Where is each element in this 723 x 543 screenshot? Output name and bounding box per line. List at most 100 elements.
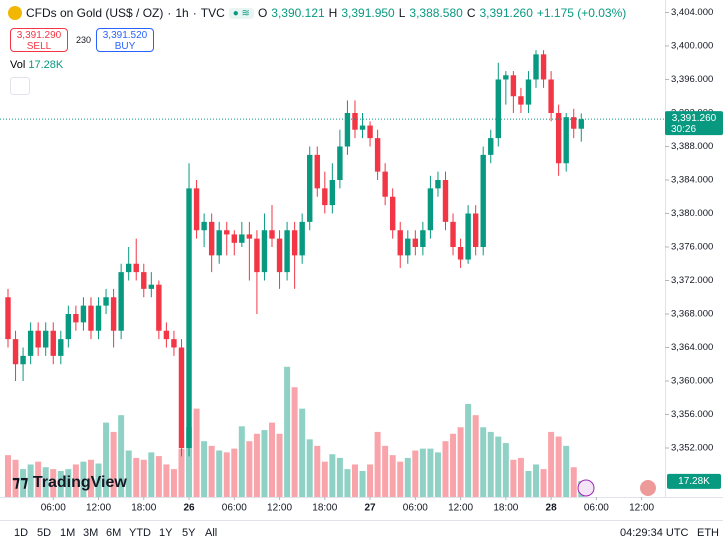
volume-bar <box>563 445 570 497</box>
x-tick-label: 26 <box>183 503 195 514</box>
c-label: C <box>466 6 476 20</box>
range-button[interactable]: 3M <box>83 527 99 539</box>
h-label: H <box>328 6 338 20</box>
candle-body <box>148 284 155 289</box>
collapse-button[interactable] <box>10 77 30 95</box>
y-tick-label: 3,368.000 <box>671 309 713 320</box>
range-button[interactable]: 5Y <box>182 527 196 539</box>
x-tick-label: 06:00 <box>403 503 428 514</box>
lightning-icon <box>577 479 595 497</box>
volume-bar <box>140 459 147 497</box>
volume-bar <box>427 448 434 497</box>
range-button[interactable]: 1D <box>14 527 29 539</box>
candle-body <box>457 246 464 260</box>
range-button[interactable]: 1Y <box>159 527 173 539</box>
clock: 04:29:34 UTC <box>620 527 689 539</box>
y-tick-label: 3,372.000 <box>671 275 713 286</box>
candle-body <box>125 263 132 273</box>
candle-body <box>442 179 449 222</box>
volume-bar <box>269 422 276 497</box>
candle-body <box>291 230 298 256</box>
volume-bar <box>480 427 487 497</box>
l-label: L <box>398 6 406 20</box>
interval: 1h <box>175 6 189 20</box>
vol-value: 17.28K <box>28 59 64 71</box>
volume-bar <box>20 469 27 497</box>
volume-bar <box>261 430 268 497</box>
volume-bar <box>284 366 291 497</box>
candle-body <box>322 188 328 206</box>
session[interactable]: ETH <box>697 527 719 539</box>
buy-price: 3,391.520 <box>102 30 148 41</box>
candle-body <box>163 330 170 340</box>
volume-bar <box>457 427 464 497</box>
candle-body <box>73 313 79 323</box>
volume-bar <box>208 445 215 497</box>
range-button[interactable]: 5D <box>37 527 52 539</box>
y-tick-label: 3,380.000 <box>671 208 713 219</box>
volume-bar <box>238 426 245 497</box>
volume-bar <box>42 467 49 497</box>
buy-button[interactable]: 3,391.520 BUY <box>96 28 154 52</box>
candle-body <box>261 230 268 273</box>
o-label: O <box>257 6 268 20</box>
x-tick-label: 27 <box>365 503 377 514</box>
x-tick-label: 12:00 <box>267 503 292 514</box>
range-button[interactable]: YTD <box>129 527 151 539</box>
candle-body <box>337 146 343 180</box>
volume-bar <box>155 456 162 497</box>
y-tick-label: 3,384.000 <box>671 175 713 186</box>
c-value: 3,391.260 <box>479 6 533 20</box>
volume-bar <box>450 433 457 497</box>
range-button[interactable]: 6M <box>106 527 122 539</box>
volume-bar <box>382 445 389 497</box>
volume-bar <box>118 415 125 497</box>
candle-body <box>216 230 222 256</box>
volume-bar <box>110 431 117 497</box>
candle-body <box>450 221 456 247</box>
candle-body <box>495 79 501 139</box>
range-button[interactable]: 1M <box>60 527 76 539</box>
volume-bar <box>502 443 509 497</box>
y-tick-label: 3,388.000 <box>671 141 713 152</box>
candle-body <box>80 305 87 323</box>
volume-bar <box>201 441 208 497</box>
volume-bar <box>50 469 57 497</box>
x-tick-label: 18:00 <box>312 503 337 514</box>
volume-bar <box>367 464 374 497</box>
vol-label: Vol <box>10 59 26 71</box>
candle-body <box>208 221 215 256</box>
volume-bar <box>35 461 42 497</box>
volume-bar <box>253 433 260 497</box>
sell-button[interactable]: 3,391.290 SELL <box>10 28 68 52</box>
candle-body <box>518 96 524 105</box>
y-tick-label: 3,356.000 <box>671 409 713 420</box>
x-tick-label: 06:00 <box>584 503 609 514</box>
candle-body <box>563 117 569 164</box>
volume-bar <box>397 461 404 497</box>
volume-last-box <box>667 473 721 489</box>
countdown: 30:26 <box>671 124 696 135</box>
source: TVC <box>200 6 225 20</box>
candle-body <box>246 234 253 239</box>
x-tick-label: 06:00 <box>222 503 247 514</box>
candle-body <box>397 230 403 256</box>
volume-bar <box>389 455 396 497</box>
candle-body <box>352 112 358 130</box>
volume-bar <box>80 461 87 497</box>
volume-bar <box>419 448 426 497</box>
volume-bar <box>291 387 298 497</box>
candle-body <box>314 154 320 189</box>
legend-header: CFDs on Gold (US$ / OZ) · 1h · TVC ● ≋ O 3,… <box>8 6 626 20</box>
candle-body <box>269 230 275 239</box>
candle-body <box>141 272 147 289</box>
chart: 3,352.000 3,356.000 3,360.000 3,364.000 3,36… <box>0 0 723 514</box>
volume-bar <box>125 450 132 497</box>
range-button[interactable]: All <box>205 527 218 539</box>
candle-body <box>284 230 290 273</box>
status[interactable]: ● ≋ <box>228 7 254 19</box>
candle-body <box>65 313 72 340</box>
candle-body <box>427 188 434 231</box>
candle-body <box>171 339 177 348</box>
